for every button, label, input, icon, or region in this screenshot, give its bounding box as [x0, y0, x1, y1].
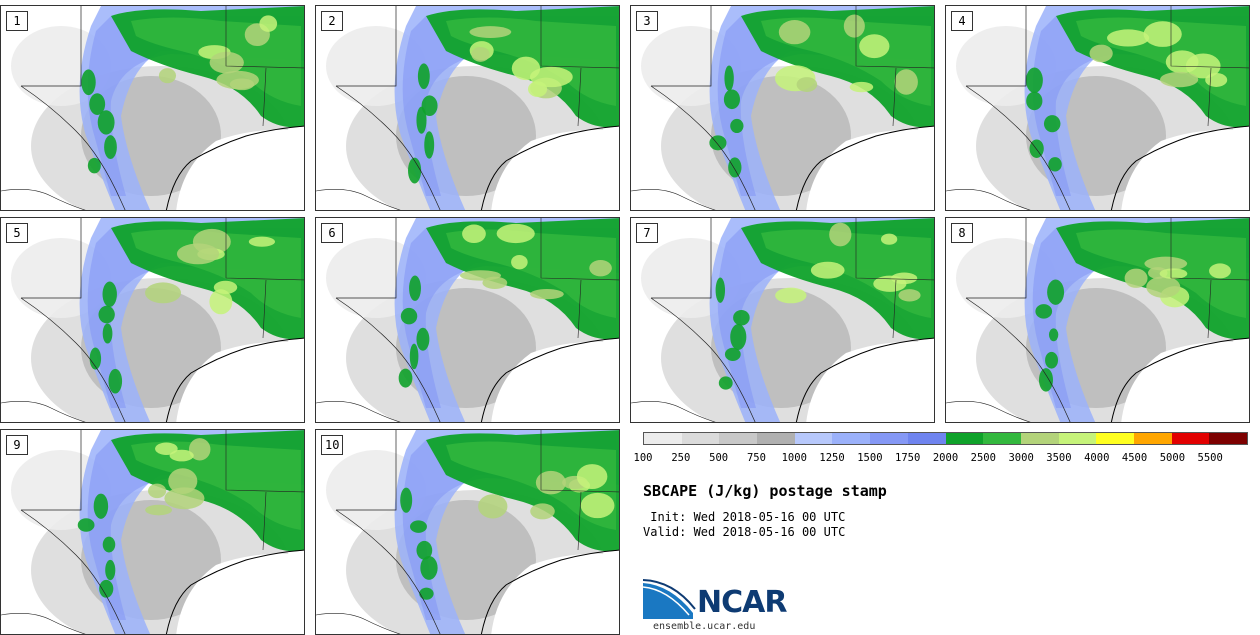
valid-time: Valid: Wed 2018-05-16 00 UTC [643, 525, 846, 539]
colorbar-swatch [681, 433, 720, 444]
colorbar-swatch [983, 433, 1021, 444]
colorbar-swatch [1058, 433, 1097, 444]
colorbar-tick-label: 750 [746, 452, 766, 464]
ncar-logo-icon [643, 579, 696, 619]
colorbar-tick-label: 1750 [895, 452, 921, 464]
colorbar-tick-label: 5000 [1159, 452, 1186, 464]
colorbar-swatch [1209, 433, 1247, 444]
panel-number-label: 2 [321, 11, 343, 31]
colorbar-tick-label: 5500 [1197, 452, 1223, 464]
colorbar-swatch [644, 433, 682, 444]
colorbar-tick-label: 3500 [1046, 452, 1072, 464]
colorbar-swatch [907, 433, 946, 444]
colorbar-tick-label: 1000 [781, 452, 807, 464]
panel-number-label: 4 [951, 11, 973, 31]
colorbar [643, 432, 1248, 445]
init-time: Init: Wed 2018-05-16 00 UTC [643, 510, 846, 524]
website-label: ensemble.ucar.edu [653, 621, 756, 632]
panel-number-label: 8 [951, 223, 973, 243]
colorbar-tick-label: 2000 [932, 452, 959, 464]
colorbar-swatch [1171, 433, 1210, 444]
map-panel: 2 [315, 5, 620, 211]
colorbar-swatch [757, 433, 795, 444]
map-panel: 4 [945, 5, 1250, 211]
colorbar-tick-label: 500 [709, 452, 729, 464]
panel-number-label: 5 [6, 223, 28, 243]
panel-number-label: 6 [321, 223, 343, 243]
colorbar-swatch [870, 433, 908, 444]
colorbar-tick-label: 2500 [970, 452, 996, 464]
map-panel: 6 [315, 217, 620, 423]
colorbar-tick-label: 100 [633, 452, 653, 464]
ncar-logo-text: NCAR [697, 585, 787, 620]
colorbar-swatch [719, 433, 758, 444]
colorbar-swatch [1133, 433, 1172, 444]
colorbar-tick-labels: 100 250 500 750 1000 1250 1500 1750 2000 2500 3000… [634, 452, 1248, 466]
panel-number-label: 3 [636, 11, 658, 31]
panel-number-label: 1 [6, 11, 28, 31]
colorbar-swatch [1096, 433, 1134, 444]
colorbar-tick-label: 4500 [1121, 452, 1148, 464]
plot-title: SBCAPE (J/kg) postage stamp [643, 482, 887, 500]
map-panel: 7 [630, 217, 935, 423]
colorbar-tick-label: 1250 [819, 452, 845, 464]
colorbar-swatch [832, 433, 871, 444]
map-panel: 10 [315, 429, 620, 635]
map-panel: 5 [0, 217, 305, 423]
panel-number-label: 7 [636, 223, 658, 243]
panel-number-label: 9 [6, 435, 28, 455]
colorbar-tick-label: 3000 [1008, 452, 1034, 464]
colorbar-swatch [794, 433, 833, 444]
map-panel: 8 [945, 217, 1250, 423]
map-panel: 9 [0, 429, 305, 635]
colorbar-swatch [945, 433, 984, 444]
map-panel: 1 [0, 5, 305, 211]
colorbar-tick-label: 250 [671, 452, 691, 464]
colorbar-tick-label: 1500 [857, 452, 883, 464]
panel-number-label: 10 [321, 435, 344, 455]
map-panel: 3 [630, 5, 935, 211]
colorbar-swatch [1020, 433, 1059, 444]
colorbar-tick-label: 4000 [1084, 452, 1110, 464]
